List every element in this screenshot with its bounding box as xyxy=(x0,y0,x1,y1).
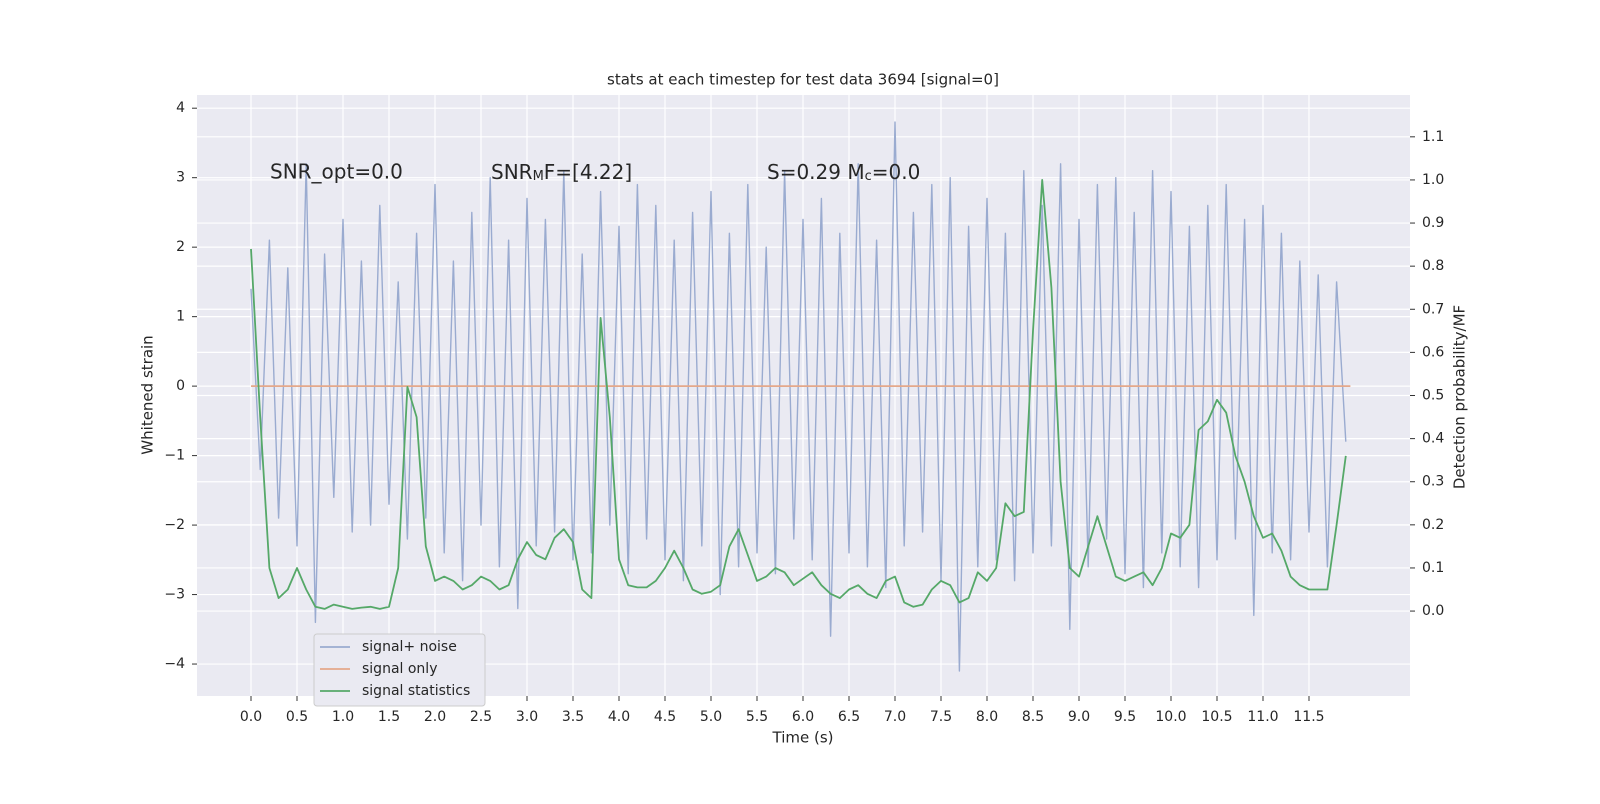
y-tick-label: 4 xyxy=(176,100,185,116)
x-tick-label: 10.0 xyxy=(1155,709,1186,725)
x-tick-label: 2.5 xyxy=(470,709,492,725)
x-tick-label: 11.0 xyxy=(1247,709,1278,725)
x-tick-label: 4.0 xyxy=(608,709,630,725)
y2-tick-label: 1.1 xyxy=(1422,129,1444,145)
y-tick-label: 1 xyxy=(176,309,185,325)
x-tick-label: 1.5 xyxy=(378,709,400,725)
legend-label: signal only xyxy=(362,661,437,677)
x-tick-label: 9.0 xyxy=(1068,709,1090,725)
annotation-part: c xyxy=(865,169,872,184)
x-tick-label: 2.0 xyxy=(424,709,446,725)
x-tick-label: 3.5 xyxy=(562,709,584,725)
y2-tick-label: 0.4 xyxy=(1422,431,1444,447)
y-tick-label: −1 xyxy=(164,448,185,464)
x-axis-label: Time (s) xyxy=(772,729,834,747)
annotation: SNR_opt=0.0 xyxy=(270,160,403,184)
annotation-part: S=0.29 M xyxy=(767,160,865,184)
y2-axis-label: Detection probability/MF xyxy=(1451,305,1469,489)
y-axis-label: Whitened strain xyxy=(139,335,157,454)
x-tick-label: 11.5 xyxy=(1293,709,1324,725)
x-tick-label: 8.5 xyxy=(1022,709,1044,725)
x-tick-label: 4.5 xyxy=(654,709,676,725)
x-tick-label: 7.0 xyxy=(884,709,906,725)
y2-tick-label: 0.7 xyxy=(1422,301,1444,317)
annotation-part: =0.0 xyxy=(872,160,921,184)
x-tick-label: 3.0 xyxy=(516,709,538,725)
y-tick-label: 2 xyxy=(176,239,185,255)
x-tick-label: 10.5 xyxy=(1201,709,1232,725)
annotation: S=0.29 Mc=0.0 xyxy=(767,160,920,185)
y-tick-label: −3 xyxy=(164,587,185,603)
series-line xyxy=(250,179,1347,610)
y2-tick-label: 0.9 xyxy=(1422,215,1444,231)
y2-tick-label: 0.8 xyxy=(1422,258,1444,274)
y2-tick-label: 0.2 xyxy=(1422,517,1444,533)
y-tick-label: −2 xyxy=(164,517,185,533)
x-tick-label: 6.0 xyxy=(792,709,814,725)
y-tick-label: 0 xyxy=(176,378,185,394)
y2-tick-label: 0.6 xyxy=(1422,344,1444,360)
legend-label: signal+ noise xyxy=(362,639,457,655)
x-tick-label: 5.0 xyxy=(700,709,722,725)
y-tick-label: 3 xyxy=(176,170,185,186)
y-tick-label: −4 xyxy=(164,656,185,672)
x-tick-label: 8.0 xyxy=(976,709,998,725)
annotation-part: M xyxy=(533,169,544,184)
y2-tick-label: 1.0 xyxy=(1422,172,1444,188)
legend-box xyxy=(313,633,486,707)
x-tick-label: 1.0 xyxy=(332,709,354,725)
y2-tick-label: 0.3 xyxy=(1422,474,1444,490)
series-line xyxy=(250,121,1347,672)
y2-tick-label: 0.0 xyxy=(1422,603,1444,619)
x-tick-label: 0.0 xyxy=(240,709,262,725)
annotation-part: SNR xyxy=(491,160,533,184)
annotation-part: F=[4.22] xyxy=(544,160,632,184)
x-tick-label: 6.5 xyxy=(838,709,860,725)
x-tick-label: 7.5 xyxy=(930,709,952,725)
chart-title: stats at each timestep for test data 369… xyxy=(607,71,999,89)
y2-tick-label: 0.5 xyxy=(1422,388,1444,404)
legend-label: signal statistics xyxy=(362,683,470,699)
y2-tick-label: 0.1 xyxy=(1422,560,1444,576)
annotation: SNRMF=[4.22] xyxy=(491,160,632,185)
x-tick-label: 5.5 xyxy=(746,709,768,725)
x-tick-label: 0.5 xyxy=(286,709,308,725)
x-tick-label: 9.5 xyxy=(1114,709,1136,725)
